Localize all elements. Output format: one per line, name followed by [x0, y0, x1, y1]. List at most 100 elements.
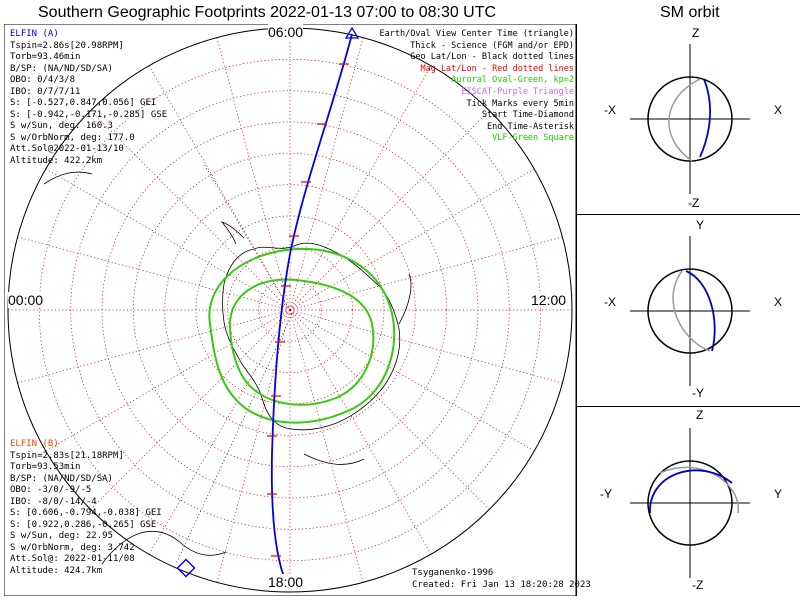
coast-segment — [101, 530, 227, 565]
axis-label-bottom: -Z — [688, 196, 700, 210]
legend-item: Geo Lat/Lon - Black dotted lines — [410, 52, 574, 63]
mag-lon-line — [289, 309, 364, 583]
elfin-a-line: S: [-0.527,0.847,0.056] GEI — [10, 98, 157, 108]
elfin-a-line: OBO: 0/4/3/8 — [10, 75, 76, 85]
elfin-b-line: Altitude: 424.7km — [10, 565, 103, 576]
elfin-a-info: ELFIN (A) Tspin=2.86s[20.98RPM] Torb=93.… — [10, 29, 167, 167]
legend-item: Mag Lat/Lon - Red dotted lines — [420, 63, 574, 74]
axis-label-left: -X — [604, 295, 616, 309]
antarctica-coast — [222, 242, 401, 431]
time-label-left: 00:00 — [8, 292, 44, 308]
earth-circle — [647, 268, 733, 354]
elfin-b-line: Torb=93.53min — [10, 462, 81, 472]
mag-lon-line — [216, 37, 291, 311]
sm-orbit-title: SM orbit — [660, 4, 720, 21]
mag-lat-circle — [226, 246, 354, 374]
coast-segment — [43, 171, 93, 185]
axis-label-bottom: -Z — [692, 578, 704, 592]
orbit-path-blue — [699, 78, 711, 158]
sm-orbit-xz-plot — [630, 44, 750, 194]
page-title: Southern Geographic Footprints 2022-01-1… — [38, 4, 497, 21]
axis-label-bottom: -Y — [692, 386, 704, 400]
coastline — [43, 171, 412, 565]
mag-lon-line — [90, 309, 291, 510]
elfin-a-header: ELFIN (A) — [10, 29, 59, 39]
coast-segment — [398, 273, 412, 325]
polar-map: ✱ — [4, 24, 576, 596]
geo-grid — [175, 163, 293, 565]
mag-lon-line — [289, 236, 563, 311]
elfin-b-line: S w/OrbNorm, deg: 3.742 — [10, 542, 135, 553]
mag-lon-line — [289, 309, 490, 510]
elfin-b-header: ELFIN (B) — [10, 439, 59, 449]
elfin-a-line: Tspin=2.86s[20.98RPM] — [10, 40, 124, 51]
axis-label-top: Y — [696, 218, 705, 232]
legend-item: VLF-Green Square — [492, 133, 574, 144]
auroral-oval — [208, 248, 396, 424]
legend-item: End Time-Asterisk — [487, 121, 574, 132]
mag-lon-line — [148, 309, 291, 555]
elfin-b-line: IBO: -8/0/-14/-4 — [10, 496, 97, 507]
sm-orbit-xz-panel: Z -Z -X X — [578, 24, 798, 214]
coast-segment — [303, 453, 365, 465]
time-label-top: 06:00 — [268, 24, 304, 40]
mag-lon-line — [289, 309, 432, 555]
sm-orbit-xy-panel: Y -Y -X X — [578, 216, 798, 406]
elfin-b-info: ELFIN (B) Tspin=2.83s[21.18RPM] Torb=93.… — [10, 439, 162, 577]
time-label-right: 12:00 — [531, 292, 567, 308]
peninsula-coast — [220, 221, 245, 245]
mag-lon-line — [17, 309, 291, 384]
elfin-a-line: Altitude: 422.2km — [10, 155, 103, 166]
geo-lon-line — [175, 313, 293, 565]
elfin-a-line: S: [-0.942,-0.171,-0.285] GSE — [10, 109, 168, 120]
elfin-a-line: Torb=93.46min — [10, 52, 81, 62]
elfin-b-line: S: [0.606,-0.794,-0.038] GEI — [10, 508, 162, 518]
orbit-path-gray — [668, 78, 701, 162]
elfin-a-line: IBO: 0/7/7/11 — [10, 86, 81, 97]
mag-lat-circle — [258, 278, 322, 342]
orbit-path-gray — [659, 466, 739, 514]
earth-circle — [647, 460, 733, 546]
orbit-path-blue — [649, 469, 733, 514]
legend-item: Auroral Oval-Green, kp=2 — [451, 75, 574, 86]
axis-label-top: Z — [696, 408, 704, 422]
elfin-a-line: S w/OrbNorm, deg: 177.0 — [10, 132, 135, 143]
mag-lon-line — [289, 65, 432, 311]
auroral-oval-outer — [208, 248, 396, 424]
panel-divider — [576, 24, 577, 596]
earth-circle — [647, 76, 733, 162]
elfin-b-line: Tspin=2.83s[21.18RPM] — [10, 450, 124, 461]
legend-item: Thick - Science (FGM and/or EPD) — [410, 40, 574, 51]
mag-lat-circle — [70, 90, 510, 530]
mag-lat-circle — [38, 58, 542, 562]
auroral-oval-inner — [228, 278, 375, 406]
axis-label-top: Z — [692, 26, 700, 40]
legend-item: Earth/Oval View Center Time (triangle) — [379, 29, 574, 39]
elfin-b-line: Att.Sol@: 2022-01-11/08 — [10, 554, 135, 564]
legend: Earth/Oval View Center Time (triangle) T… — [380, 29, 574, 145]
view-center-triangle — [344, 26, 360, 39]
mag-lon-line — [45, 168, 291, 311]
created-timestamp: Created: Fri Jan 13 18:20:28 2023 — [412, 580, 591, 590]
orbit-path-blue — [685, 270, 716, 352]
sm-orbit-xy-plot — [630, 236, 750, 386]
mag-lon-line — [45, 309, 291, 452]
elfin-b-line: B/SP: (NA/ND/SD/SA) — [10, 473, 113, 484]
start-diamond — [176, 558, 196, 578]
orbit-path-gray — [672, 270, 711, 352]
sm-orbit-yz-plot — [630, 428, 750, 578]
mag-lat-circle — [132, 152, 448, 468]
elfin-b-line: S: [0.922,0.286,-0.265] GSE — [10, 519, 157, 530]
sm-orbit-yz-panel: Z -Z -Y Y — [578, 408, 798, 598]
axis-label-right: Y — [774, 487, 783, 501]
legend-item: Tick Marks every 5min — [466, 98, 574, 109]
mag-lon-line — [289, 110, 490, 311]
legend-item: EISCAT-Purple Triangle — [461, 86, 574, 97]
panel-divider — [576, 214, 800, 215]
panel-divider — [576, 406, 800, 407]
mag-lon-line — [289, 309, 563, 384]
time-label-bottom: 18:00 — [268, 574, 304, 590]
legend-item: Start Time-Diamond — [481, 110, 574, 121]
axis-label-right: X — [774, 295, 783, 309]
mag-lon-line — [289, 309, 535, 452]
